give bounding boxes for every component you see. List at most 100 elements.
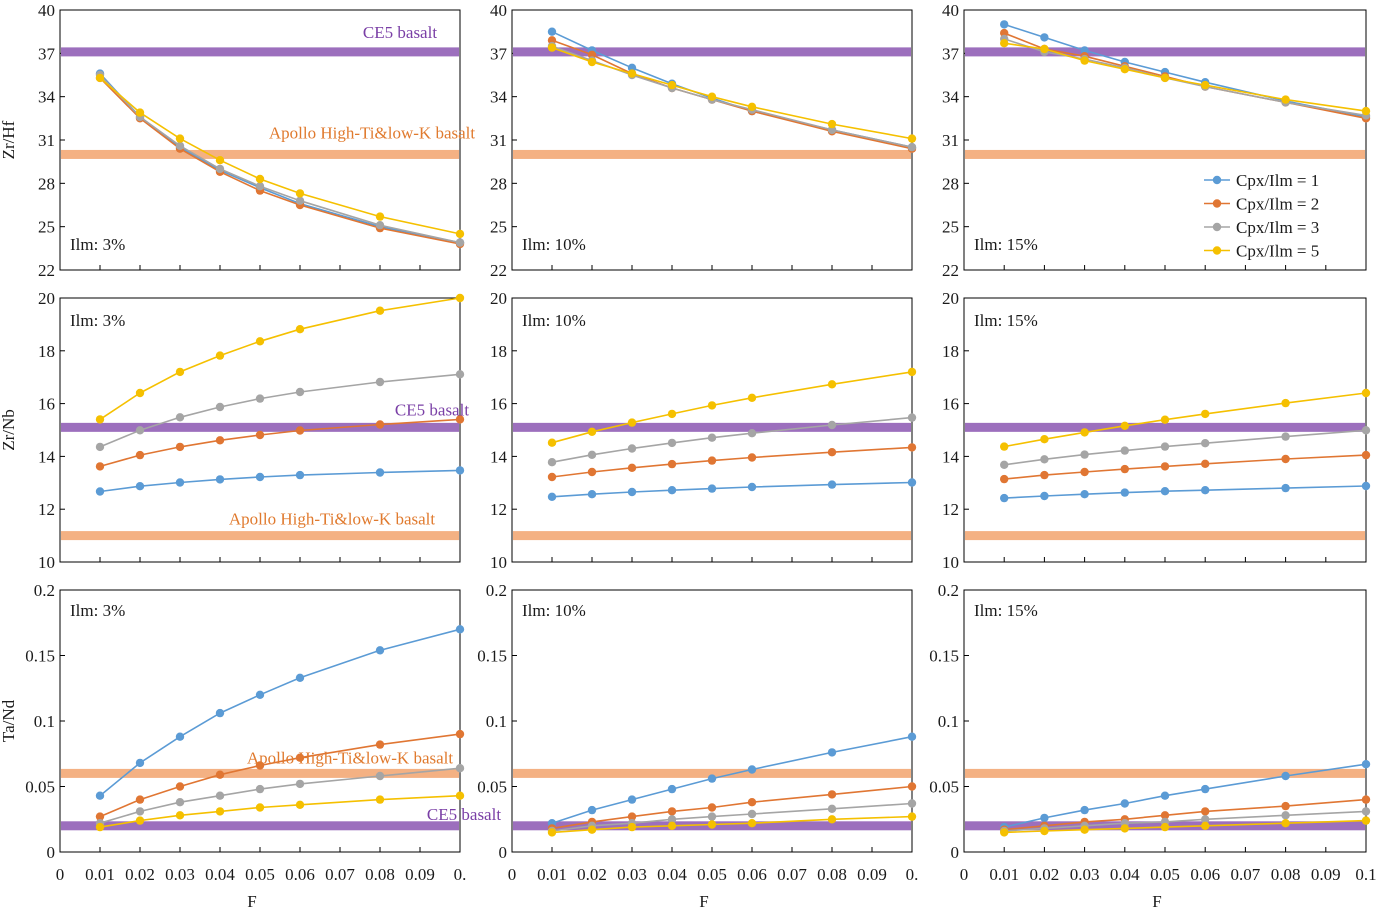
- data-point-cpx2: [547, 36, 557, 45]
- data-point-cpx1: [455, 625, 465, 634]
- data-point-cpx5: [547, 828, 557, 837]
- data-point-cpx5: [1080, 56, 1089, 65]
- data-point-cpx3: [295, 196, 305, 205]
- data-point-cpx2: [1120, 464, 1130, 474]
- y-tick-label: 25: [38, 218, 55, 237]
- data-point-cpx2: [747, 453, 757, 462]
- apollo-basalt-label: Apollo High-Ti&low-K basalt: [247, 748, 453, 767]
- series-line-cpx2: [551, 785, 913, 830]
- y-tick-label: 31: [490, 131, 507, 150]
- data-point-cpx2: [215, 770, 225, 779]
- panel-label: Ilm: 3%: [70, 311, 125, 330]
- data-point-cpx2: [707, 803, 717, 812]
- y-axis-title: Zr/Nb: [0, 409, 18, 451]
- data-point-cpx3: [95, 442, 105, 452]
- y-tick-label: 22: [490, 261, 507, 280]
- data-point-cpx5: [1120, 824, 1130, 833]
- x-tick-label: 0.03: [617, 865, 647, 884]
- panel-label: Ilm: 10%: [522, 311, 586, 330]
- data-point-cpx5: [667, 409, 677, 419]
- apollo-basalt-band: [61, 149, 459, 159]
- y-tick-label: 18: [942, 342, 959, 361]
- data-point-cpx3: [1281, 811, 1290, 820]
- data-point-cpx5: [455, 293, 465, 303]
- data-point-cpx2: [295, 753, 305, 762]
- y-tick-label: 16: [490, 395, 507, 414]
- data-point-cpx5: [827, 119, 837, 129]
- legend-entry-label: Cpx/Ilm = 3: [1236, 218, 1319, 237]
- panel-frame: [59, 589, 461, 853]
- data-point-cpx5: [215, 351, 225, 360]
- data-point-cpx1: [907, 478, 917, 487]
- ce5-basalt-band: [61, 821, 459, 831]
- data-point-cpx1: [747, 765, 757, 774]
- data-point-cpx1: [547, 27, 557, 36]
- y-tick-label: 0.05: [929, 778, 959, 797]
- y-tick-label: 25: [942, 218, 959, 237]
- apollo-basalt-band: [513, 768, 911, 778]
- data-point-cpx5: [1000, 39, 1009, 48]
- y-tick-label: 12: [38, 500, 55, 519]
- series-line-cpx2: [551, 446, 913, 478]
- x-tick-label: 0.02: [577, 865, 607, 884]
- panel-label: Ilm: 3%: [70, 235, 125, 254]
- data-point-cpx5: [1160, 415, 1170, 424]
- data-point-cpx3: [1000, 460, 1009, 469]
- x-tick-label: 0.: [454, 865, 467, 884]
- data-point-cpx5: [627, 418, 637, 427]
- data-point-cpx2: [827, 790, 837, 799]
- panel-label: Ilm: 10%: [522, 601, 586, 620]
- data-point-cpx5: [747, 393, 757, 402]
- series-line-cpx1: [551, 481, 913, 498]
- data-point-cpx1: [627, 795, 637, 804]
- y-tick-label: 0.15: [25, 647, 55, 666]
- data-point-cpx1: [627, 487, 637, 497]
- x-tick-label: 0.04: [657, 865, 687, 884]
- data-point-cpx1: [215, 475, 225, 484]
- data-point-cpx5: [1361, 816, 1371, 825]
- data-point-cpx2: [627, 463, 637, 472]
- data-point-cpx3: [255, 182, 265, 191]
- data-point-cpx1: [1281, 771, 1290, 781]
- data-point-cpx3: [827, 420, 837, 430]
- data-point-cpx5: [1201, 80, 1210, 90]
- x-tick-label: 0: [960, 865, 969, 884]
- panel-label: Ilm: 15%: [974, 311, 1038, 330]
- series-line-cpx3: [1004, 810, 1367, 832]
- data-point-cpx3: [827, 125, 837, 135]
- data-point-cpx3: [1160, 442, 1170, 451]
- data-point-cpx3: [135, 807, 145, 816]
- data-point-cpx2: [255, 761, 265, 770]
- data-point-cpx2: [1160, 811, 1170, 820]
- data-point-cpx1: [1361, 481, 1371, 491]
- y-tick-label: 0: [951, 843, 960, 862]
- data-point-cpx3: [747, 809, 757, 819]
- y-tick-label: 0.15: [477, 647, 507, 666]
- x-tick-label: 0.08: [1271, 865, 1301, 884]
- y-tick-label: 12: [942, 500, 959, 519]
- x-tick-label: 0.03: [165, 865, 195, 884]
- x-tick-label: 0.04: [205, 865, 235, 884]
- data-point-cpx5: [1281, 398, 1290, 408]
- x-tick-label: 0.: [906, 865, 919, 884]
- apollo-basalt-band: [513, 531, 911, 541]
- data-point-cpx2: [215, 436, 225, 445]
- data-point-cpx1: [587, 490, 597, 499]
- data-point-cpx2: [587, 467, 597, 477]
- x-tick-label: 0: [508, 865, 517, 884]
- data-point-cpx3: [1040, 455, 1049, 464]
- y-tick-label: 18: [490, 342, 507, 361]
- data-point-cpx1: [295, 673, 305, 682]
- x-tick-label: 0: [56, 865, 65, 884]
- data-point-cpx1: [1040, 491, 1049, 501]
- data-point-cpx2: [1361, 795, 1371, 804]
- x-tick-label: 0.01: [537, 865, 567, 884]
- series-line-cpx5: [551, 46, 913, 140]
- data-point-cpx3: [1201, 815, 1210, 824]
- data-point-cpx2: [747, 798, 757, 807]
- data-point-cpx1: [295, 470, 305, 480]
- series-line-cpx5: [99, 77, 461, 235]
- data-point-cpx1: [587, 805, 597, 815]
- data-point-cpx1: [547, 492, 557, 501]
- data-point-cpx1: [667, 784, 677, 794]
